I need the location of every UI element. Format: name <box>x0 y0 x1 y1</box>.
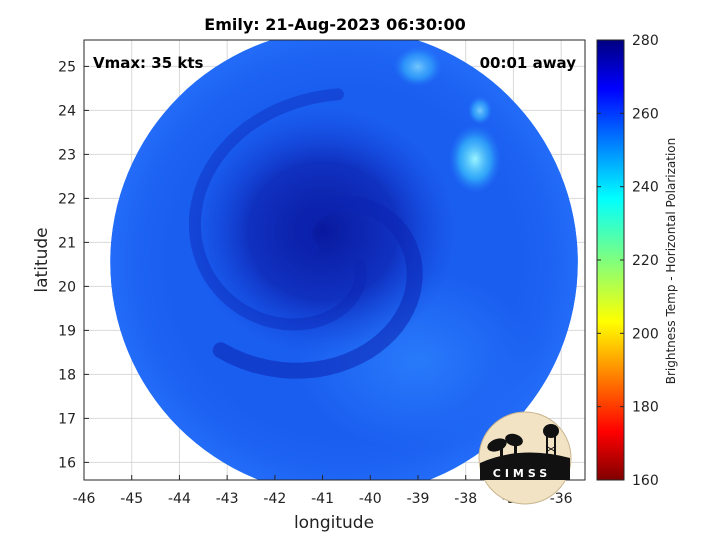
y-tick-label: 19 <box>58 323 76 339</box>
plot-frame <box>83 39 586 481</box>
microwave-swath <box>110 40 578 480</box>
colorbar-tick-label: 280 <box>632 33 659 49</box>
colorbar-label: Brightness Temp - Horizontal Polarizatio… <box>664 138 678 385</box>
y-tick-label: 23 <box>58 147 76 163</box>
y-tick-label: 18 <box>58 367 76 383</box>
y-tick-label: 16 <box>58 455 76 471</box>
x-tick-label: -36 <box>550 491 573 507</box>
x-tick-label: -46 <box>73 491 96 507</box>
x-axis-label: longitude <box>294 513 374 533</box>
y-axis-ticks: 16 17 18 19 20 21 22 23 24 25 <box>58 59 89 471</box>
swath-rim <box>110 40 578 480</box>
x-tick-label: -44 <box>168 491 191 507</box>
colorbar-tick-label: 220 <box>632 253 659 269</box>
y-tick-label: 24 <box>58 103 76 119</box>
x-tick-label: -40 <box>359 491 382 507</box>
y-tick-label: 20 <box>58 279 76 295</box>
y-axis-label: latitude <box>32 227 52 292</box>
colorbar-tick-label: 200 <box>632 326 659 342</box>
x-tick-label: -42 <box>263 491 286 507</box>
svg-text:CIMSS: CIMSS <box>493 467 551 480</box>
x-tick-label: -41 <box>311 491 334 507</box>
y-tick-label: 17 <box>58 411 76 427</box>
y-tick-label: 21 <box>58 235 76 251</box>
time-away-label: 00:01 away <box>480 54 577 72</box>
colorbar <box>596 39 625 481</box>
y-tick-label: 25 <box>58 59 76 75</box>
x-tick-label: -38 <box>454 491 477 507</box>
x-tick-label: -43 <box>216 491 239 507</box>
colorbar-ticks: 160 180 200 220 240 260 280 <box>597 33 659 489</box>
colorbar-tick-label: 180 <box>632 400 659 416</box>
cimss-logo: CIMSS <box>478 411 572 505</box>
y-tick-label: 22 <box>58 191 76 207</box>
x-tick-label: -45 <box>120 491 143 507</box>
x-tick-label: -39 <box>407 491 430 507</box>
vmax-label: Vmax: 35 kts <box>93 54 203 72</box>
colorbar-tick-label: 160 <box>632 473 659 489</box>
colorbar-tick-label: 260 <box>632 106 659 122</box>
chart-title: Emily: 21-Aug-2023 06:30:00 <box>204 15 465 34</box>
colorbar-tick-label: 240 <box>632 180 659 196</box>
